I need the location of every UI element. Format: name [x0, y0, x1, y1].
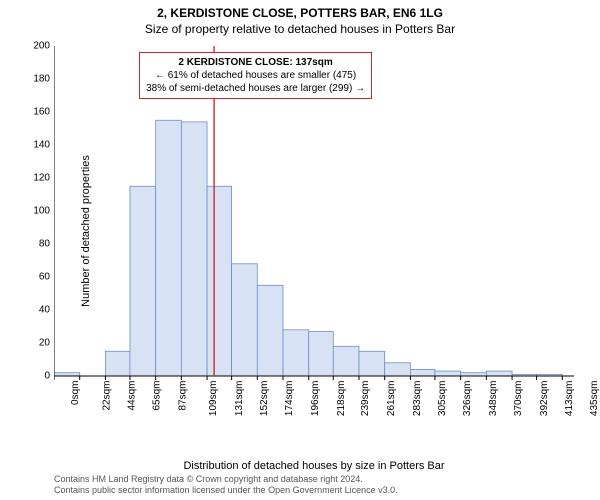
histogram-bar: [283, 330, 309, 376]
y-tick-label: 60: [20, 272, 50, 283]
x-tick-label: 109sqm: [208, 381, 219, 417]
x-tick-label: 370sqm: [513, 381, 524, 417]
histogram-bar: [486, 371, 512, 376]
x-tick-label: 435sqm: [589, 381, 600, 417]
y-tick-label: 80: [20, 239, 50, 250]
y-tick-label: 160: [20, 107, 50, 118]
footer-line2: Contains public sector information licen…: [54, 485, 398, 496]
footer-line1: Contains HM Land Registry data © Crown c…: [54, 474, 398, 485]
histogram-bar: [333, 346, 359, 376]
annotation-line2: ← 61% of detached houses are smaller (47…: [146, 69, 365, 82]
histogram-bar: [385, 363, 411, 376]
y-tick-label: 120: [20, 173, 50, 184]
x-tick-label: 196sqm: [310, 381, 321, 417]
x-tick-label: 283sqm: [412, 381, 423, 417]
x-tick-label: 392sqm: [539, 381, 550, 417]
y-tick-label: 140: [20, 140, 50, 151]
x-tick-label: 65sqm: [151, 381, 162, 411]
x-tick-label: 87sqm: [177, 381, 188, 411]
x-tick-label: 131sqm: [234, 381, 245, 417]
title-line2: Size of property relative to detached ho…: [0, 22, 600, 36]
x-tick-label: 218sqm: [336, 381, 347, 417]
histogram-bar: [359, 351, 385, 376]
histogram-bar: [156, 120, 182, 376]
x-tick-label: 305sqm: [437, 381, 448, 417]
histogram-bar: [130, 186, 156, 376]
x-tick-label: 174sqm: [284, 381, 295, 417]
footer-attribution: Contains HM Land Registry data © Crown c…: [54, 474, 398, 497]
chart-title-block: 2, KERDISTONE CLOSE, POTTERS BAR, EN6 1L…: [0, 0, 600, 36]
histogram-bar: [207, 186, 232, 376]
x-tick-label: 261sqm: [386, 381, 397, 417]
x-tick-label: 0sqm: [70, 381, 81, 405]
histogram-bar: [257, 285, 283, 376]
y-axis-label: Number of detached properties: [80, 155, 92, 307]
y-tick-label: 180: [20, 74, 50, 85]
annotation-line1: 2 KERDISTONE CLOSE: 137sqm: [146, 56, 365, 69]
x-tick-label: 22sqm: [101, 381, 112, 411]
y-tick-label: 20: [20, 338, 50, 349]
histogram-bar: [105, 351, 130, 376]
x-tick-label: 239sqm: [360, 381, 371, 417]
histogram-bar: [435, 371, 461, 376]
x-tick-label: 152sqm: [259, 381, 270, 417]
title-line1: 2, KERDISTONE CLOSE, POTTERS BAR, EN6 1L…: [0, 6, 600, 20]
x-axis-label: Distribution of detached houses by size …: [54, 460, 574, 472]
histogram-plot: [54, 46, 574, 416]
y-tick-label: 100: [20, 206, 50, 217]
x-tick-label: 348sqm: [488, 381, 499, 417]
histogram-bar: [232, 264, 258, 376]
annotation-box: 2 KERDISTONE CLOSE: 137sqm ← 61% of deta…: [139, 52, 372, 99]
x-tick-label: 326sqm: [462, 381, 473, 417]
histogram-bar: [181, 122, 207, 376]
y-tick-label: 40: [20, 305, 50, 316]
chart-container: 020406080100120140160180200 0sqm22sqm44s…: [54, 46, 574, 416]
annotation-line3: 38% of semi-detached houses are larger (…: [146, 82, 365, 95]
y-tick-label: 0: [20, 371, 50, 382]
x-tick-label: 413sqm: [564, 381, 575, 417]
y-tick-label: 200: [20, 41, 50, 52]
x-tick-label: 44sqm: [127, 381, 138, 411]
histogram-bar: [309, 331, 334, 376]
histogram-bar: [410, 369, 435, 376]
